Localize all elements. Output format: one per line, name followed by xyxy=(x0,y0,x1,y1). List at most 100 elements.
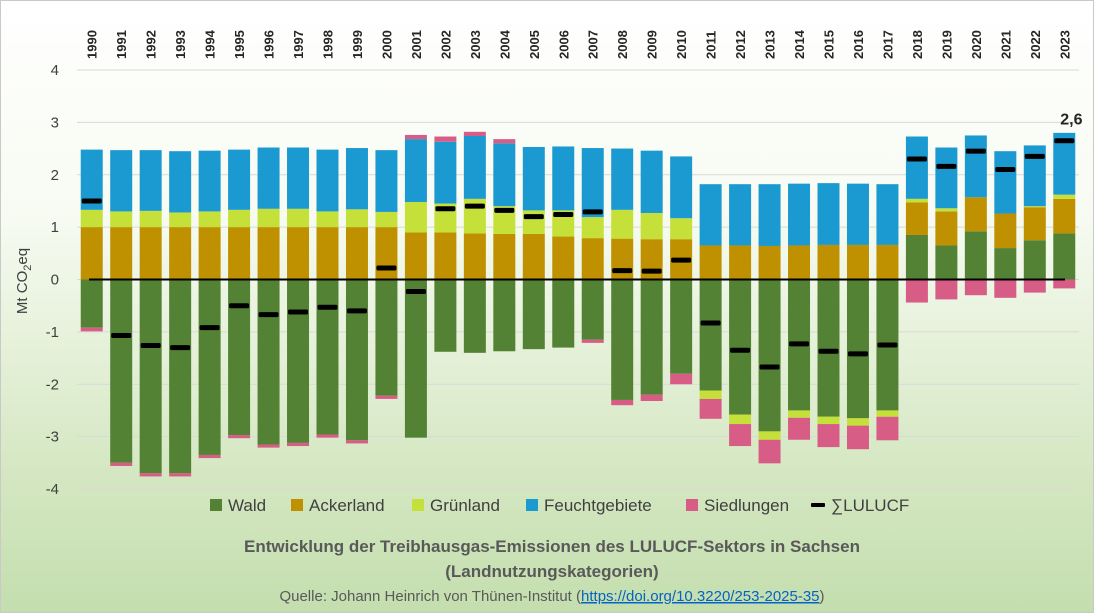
bar-segment-feuchtgebiete xyxy=(169,151,192,213)
bar-segment-siedlungen xyxy=(935,279,958,300)
x-tick-label: 2011 xyxy=(704,31,719,59)
y-tick-label: -2 xyxy=(46,376,59,393)
total-marker xyxy=(376,265,397,271)
x-tick-label: 2012 xyxy=(733,30,748,59)
bar-segment-wald xyxy=(1023,240,1046,280)
bar-segment-feuchtgebiete xyxy=(552,146,575,211)
y-tick-label: 3 xyxy=(51,114,59,131)
bar-segment-siedlungen xyxy=(788,417,811,440)
total-marker xyxy=(965,148,986,154)
bar-segment-gr-nland xyxy=(758,431,781,440)
bar-segment-wald xyxy=(463,279,486,353)
total-marker xyxy=(553,212,574,218)
bar-segment-feuchtgebiete xyxy=(345,148,368,210)
bar-segment-wald xyxy=(1053,233,1076,280)
bar-segment-ackerland xyxy=(581,238,604,280)
bar-segment-feuchtgebiete xyxy=(287,147,310,209)
bar-segment-wald xyxy=(670,279,693,374)
bar-segment-siedlungen xyxy=(434,136,457,142)
y-tick-label: -3 xyxy=(46,429,59,446)
bar-segment-feuchtgebiete xyxy=(905,136,928,199)
total-marker xyxy=(229,303,250,309)
bar-segment-feuchtgebiete xyxy=(463,135,486,199)
bar-segment-wald xyxy=(110,279,133,463)
bar-segment-ackerland xyxy=(758,245,781,280)
bar-segment-ackerland xyxy=(788,245,811,280)
x-tick-label: 2015 xyxy=(822,30,837,59)
x-tick-label: 2020 xyxy=(969,30,984,59)
bar-segment-ackerland xyxy=(876,244,899,280)
bar-segment-feuchtgebiete xyxy=(699,184,722,246)
bar-segment-feuchtgebiete xyxy=(139,150,162,211)
bar-segment-wald xyxy=(935,245,958,280)
bar-segment-ackerland xyxy=(198,227,221,280)
total-marker xyxy=(906,156,927,162)
bar-segment-ackerland xyxy=(729,245,752,280)
total-marker xyxy=(1054,138,1075,144)
total-marker xyxy=(523,214,544,220)
x-tick-label: 2023 xyxy=(1057,30,1072,59)
bar-segment-feuchtgebiete xyxy=(434,141,457,204)
bar-segment-siedlungen xyxy=(139,473,162,477)
bar-segment-siedlungen xyxy=(699,398,722,419)
total-marker xyxy=(759,364,780,370)
bar-segment-wald xyxy=(699,279,722,391)
bar-segment-ackerland xyxy=(287,227,310,280)
bar-segment-wald xyxy=(228,279,251,436)
bar-segment-siedlungen xyxy=(1023,279,1046,293)
y-axis-label: Mt CO2eq xyxy=(14,248,34,314)
bar-segment-siedlungen xyxy=(110,462,133,466)
bar-segment-wald xyxy=(198,279,221,455)
bar-segment-siedlungen xyxy=(670,373,693,385)
bar-segment-siedlungen xyxy=(611,399,634,406)
total-marker xyxy=(405,289,426,295)
x-tick-label: 1997 xyxy=(291,30,306,59)
chart-title-line1: Entwicklung der Treibhausgas-Emissionen … xyxy=(244,537,860,556)
bar-segment-wald xyxy=(905,234,928,280)
bar-segment-ackerland xyxy=(817,244,840,280)
bar-segment-feuchtgebiete xyxy=(228,149,251,210)
bar-segment-feuchtgebiete xyxy=(522,146,545,211)
bar-segment-wald xyxy=(552,279,575,348)
x-tick-label: 1993 xyxy=(173,30,188,59)
x-tick-label: 2004 xyxy=(497,29,512,59)
x-tick-label: 1996 xyxy=(262,30,277,59)
bar-segment-siedlungen xyxy=(817,424,840,448)
x-tick-label: 2022 xyxy=(1028,30,1043,59)
bar-segment-ackerland xyxy=(316,227,339,280)
total-marker xyxy=(494,207,515,213)
bar-segment-siedlungen xyxy=(287,442,310,447)
bar-segment-wald xyxy=(169,279,192,474)
source-link[interactable]: https://doi.org/10.3220/253-2025-35 xyxy=(581,588,820,605)
legend-swatch xyxy=(210,499,222,511)
total-marker xyxy=(1024,153,1045,159)
bar-segment-feuchtgebiete xyxy=(817,183,840,245)
x-tick-label: 2018 xyxy=(910,30,925,59)
bar-segment-siedlungen xyxy=(169,473,192,477)
bar-segment-ackerland xyxy=(80,227,103,280)
bar-segment-ackerland xyxy=(257,227,280,280)
total-marker xyxy=(170,345,191,351)
y-tick-label: 0 xyxy=(51,272,59,289)
total-marker xyxy=(582,209,603,215)
bar-segment-gr-nland xyxy=(110,211,133,228)
bar-segment-ackerland xyxy=(345,227,368,280)
bar-segment-wald xyxy=(758,279,781,432)
y-tick-label: 4 xyxy=(51,62,59,79)
bar-segment-feuchtgebiete xyxy=(198,150,221,212)
total-marker xyxy=(346,308,367,314)
bar-segment-feuchtgebiete xyxy=(994,151,1017,214)
legend-label: Grünland xyxy=(430,496,500,515)
bar-segment-wald xyxy=(817,279,840,417)
legend-label: Wald xyxy=(228,496,266,515)
total-marker xyxy=(641,268,662,274)
bar-segment-ackerland xyxy=(169,227,192,280)
source-caption: Quelle: Johann Heinrich von Thünen-Insti… xyxy=(279,588,824,605)
bar-segment-gr-nland xyxy=(670,218,693,240)
bar-segment-ackerland xyxy=(404,232,427,280)
total-marker xyxy=(789,341,810,347)
x-tick-label: 1991 xyxy=(114,30,129,59)
bar-segment-siedlungen xyxy=(729,424,752,447)
chart-title-line2: (Landnutzungskategorien) xyxy=(445,562,658,581)
